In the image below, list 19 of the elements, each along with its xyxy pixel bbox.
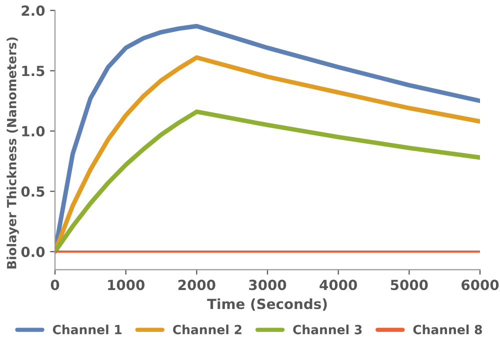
y-tick-label: 1.0 bbox=[22, 126, 45, 136]
legend-label: Channel 3 bbox=[293, 324, 362, 334]
y-axis-title: Biolayer Thickness (Nanometers) bbox=[6, 37, 19, 269]
legend-label: Channel 2 bbox=[173, 324, 242, 334]
y-tick-label: 2.0 bbox=[22, 5, 45, 16]
x-tick-label: 6000 bbox=[462, 280, 499, 290]
legend-label: Channel 1 bbox=[52, 324, 122, 334]
y-tick-label: 1.5 bbox=[22, 66, 44, 76]
x-tick-label: 5000 bbox=[390, 280, 428, 290]
legend-label: Channel 8 bbox=[413, 324, 482, 334]
y-tick-label: 0.5 bbox=[21, 186, 44, 197]
line-series bbox=[55, 110, 480, 254]
x-tick-label: 4000 bbox=[320, 280, 357, 290]
x-axis-title: Time (Seconds) bbox=[207, 298, 327, 311]
x-tick-label: 2000 bbox=[178, 280, 216, 290]
y-tick-label: 0.0 bbox=[21, 246, 45, 258]
x-tick-label: 0 bbox=[50, 280, 60, 290]
x-tick-label: 3000 bbox=[249, 280, 286, 290]
x-tick-label: 1000 bbox=[108, 280, 144, 290]
